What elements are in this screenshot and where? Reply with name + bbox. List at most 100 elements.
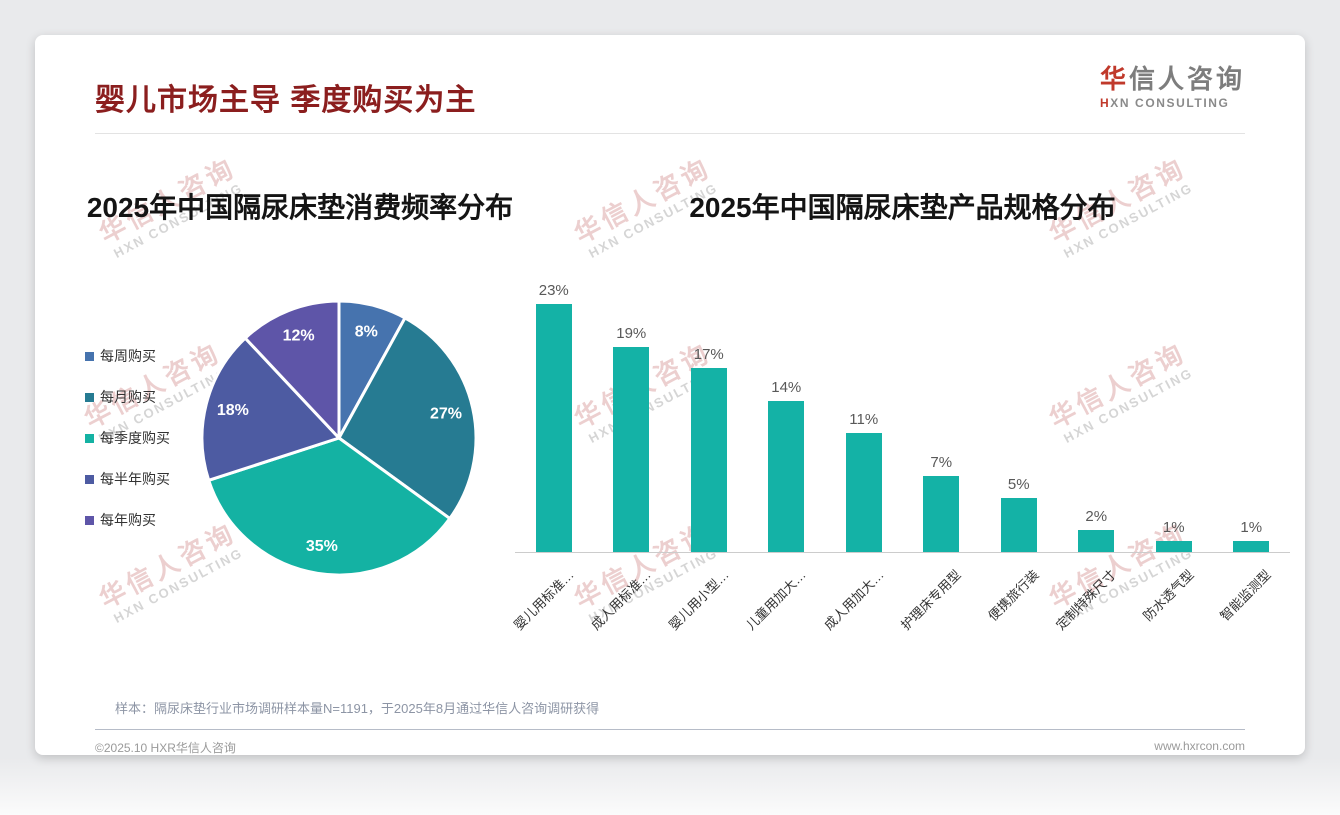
bar xyxy=(613,346,650,552)
pie-chart-title: 2025年中国隔尿床垫消费频率分布 xyxy=(86,192,514,223)
page-title: 婴儿市场主导 季度购买为主 xyxy=(95,84,477,117)
logo-cn-accent: 华 xyxy=(1099,64,1129,94)
pie-slice xyxy=(243,299,341,440)
header-divider xyxy=(95,133,1245,134)
legend-item: 每周购买 xyxy=(85,346,193,366)
bar-value-label: 19% xyxy=(616,324,647,342)
pie-slice xyxy=(207,436,452,577)
bar xyxy=(535,303,572,552)
footer-divider xyxy=(95,729,1245,730)
bar-value-label: 1% xyxy=(1162,519,1185,537)
bar-chart-plot: 23% 19% 17% 14% 11% 7% 5% 2% 1% 1% xyxy=(515,274,1290,553)
bar-group: 11% xyxy=(825,411,903,552)
logo-en-text: XN CONSULTING xyxy=(1110,95,1230,110)
x-axis-label: 便携旅行装 xyxy=(984,567,1042,624)
header: 婴儿市场主导 季度购买为主 华信人咨询 HXN CONSULTING xyxy=(35,35,1305,119)
pie-chart-section: 2025年中国隔尿床垫消费频率分布 每周购买每月购买每季度购买每半年购买每年购买… xyxy=(85,162,515,648)
bar-group: 7% xyxy=(903,454,981,552)
x-axis-label: 婴儿用标准… xyxy=(510,567,577,633)
x-axis-label: 防水透气型 xyxy=(1139,567,1197,624)
x-label-cell: 护理床专用型 xyxy=(898,553,981,648)
legend-swatch xyxy=(85,474,94,484)
legend-item: 每月购买 xyxy=(85,387,193,407)
sample-note: 样本：隔尿床垫行业市场调研样本量N=1191，于2025年8月通过华信人咨询调研… xyxy=(115,701,600,716)
pie-slice xyxy=(200,336,341,482)
x-label-cell: 成人用标准… xyxy=(588,553,671,648)
pie-chart: 8% 27% 35% 18% 12% xyxy=(200,299,478,577)
legend-item: 每季度购买 xyxy=(85,428,193,448)
bar xyxy=(690,368,727,552)
logo-cn-text: 信人咨询 xyxy=(1128,64,1245,94)
copyright-text: ©2025.10 HXR华信人咨询 xyxy=(95,741,236,755)
bar-value-label: 17% xyxy=(693,346,724,364)
bar-group: 17% xyxy=(670,346,748,552)
legend-label: 每年购买 xyxy=(100,512,156,528)
legend-item: 每半年购买 xyxy=(85,469,193,489)
bar xyxy=(1155,541,1192,552)
bar-group: 1% xyxy=(1135,519,1213,552)
legend-swatch xyxy=(85,392,94,402)
bar-group: 19% xyxy=(593,325,671,552)
bar xyxy=(768,400,805,552)
logo-cn: 华信人咨询 xyxy=(1100,65,1245,94)
pie-slice-label: 18% xyxy=(217,402,249,419)
x-axis-label: 儿童用加大… xyxy=(743,567,809,633)
x-label-cell: 定制特殊尺寸 xyxy=(1053,553,1136,648)
bar-chart-title: 2025年中国隔尿床垫产品规格分布 xyxy=(689,192,1116,223)
bar-value-label: 1% xyxy=(1240,519,1263,537)
pie-slice-label: 35% xyxy=(306,538,338,555)
bar-value-label: 14% xyxy=(771,378,802,396)
bar xyxy=(845,433,882,552)
slide-card: 华信人咨询 HXN CONSULTING 华信人咨询 HXN CONSULTING 华信… xyxy=(35,35,1305,755)
bar-value-label: 2% xyxy=(1085,508,1108,526)
pie-slice xyxy=(337,316,478,521)
bar-group: 2% xyxy=(1058,508,1136,552)
legend-label: 每月购买 xyxy=(100,389,156,405)
x-label-cell: 防水透气型 xyxy=(1135,553,1213,648)
bar xyxy=(1078,530,1115,552)
website-url: www.hxrcon.com xyxy=(1154,739,1245,753)
logo-en-accent: H xyxy=(1099,95,1111,110)
logo-en: HXN CONSULTING xyxy=(1100,96,1245,110)
bar-group: 5% xyxy=(980,476,1058,552)
x-axis-label: 护理床专用型 xyxy=(898,567,964,633)
bar-x-axis-labels: 婴儿用标准… 成人用标准… 婴儿用小型… 儿童用加大… 成人用加大… 护理床专用型 便携旅行… xyxy=(511,553,1291,648)
x-label-cell: 便携旅行装 xyxy=(980,553,1058,648)
charts-row: 2025年中国隔尿床垫消费频率分布 每周购买每月购买每季度购买每半年购买每年购买… xyxy=(35,134,1305,648)
x-axis-label: 婴儿用小型… xyxy=(665,567,732,633)
pie-slice-label: 27% xyxy=(430,406,462,423)
legend-label: 每周购买 xyxy=(100,348,156,364)
bar-group: 14% xyxy=(748,379,826,552)
x-label-cell: 婴儿用标准… xyxy=(511,553,593,648)
bar-group: 1% xyxy=(1213,519,1291,552)
legend-label: 每半年购买 xyxy=(100,471,170,487)
bar-value-label: 23% xyxy=(538,281,569,299)
pie-legend: 每周购买每月购买每季度购买每半年购买每年购买 xyxy=(85,346,193,530)
bar-chart-section: 2025年中国隔尿床垫产品规格分布 23% 19% 17% 14% 11% 7% 5% 2% 1… xyxy=(511,162,1291,648)
bar xyxy=(923,476,960,552)
x-axis-label: 成人用标准… xyxy=(588,567,654,633)
legend-swatch xyxy=(85,515,94,525)
pie-slice-label: 12% xyxy=(283,328,315,345)
bar-value-label: 5% xyxy=(1007,476,1030,493)
pie-chart-area: 每周购买每月购买每季度购买每半年购买每年购买 8% 27% 35% 18% 12% xyxy=(85,292,515,584)
pie-slice-label: 8% xyxy=(355,323,378,340)
bar-value-label: 11% xyxy=(849,411,879,429)
legend-label: 每季度购买 xyxy=(100,430,170,446)
x-label-cell: 成人用加大… xyxy=(821,553,903,648)
company-logo: 华信人咨询 HXN CONSULTING xyxy=(1100,65,1245,110)
x-axis-label: 成人用加大… xyxy=(820,567,887,633)
bar-group: 23% xyxy=(515,282,593,552)
x-axis-label: 智能监测型 xyxy=(1217,567,1274,624)
legend-item: 每年购买 xyxy=(85,510,193,530)
bar xyxy=(1000,498,1037,552)
bar xyxy=(1233,541,1270,552)
x-label-cell: 婴儿用小型… xyxy=(666,553,748,648)
legend-swatch xyxy=(85,351,94,361)
footer: ©2025.10 HXR华信人咨询 www.hxrcon.com xyxy=(95,739,1245,755)
x-label-cell: 儿童用加大… xyxy=(743,553,826,648)
bar-value-label: 7% xyxy=(930,454,953,472)
x-axis-label: 定制特殊尺寸 xyxy=(1053,567,1119,633)
legend-swatch xyxy=(85,433,94,443)
x-label-cell: 智能监测型 xyxy=(1213,553,1291,648)
